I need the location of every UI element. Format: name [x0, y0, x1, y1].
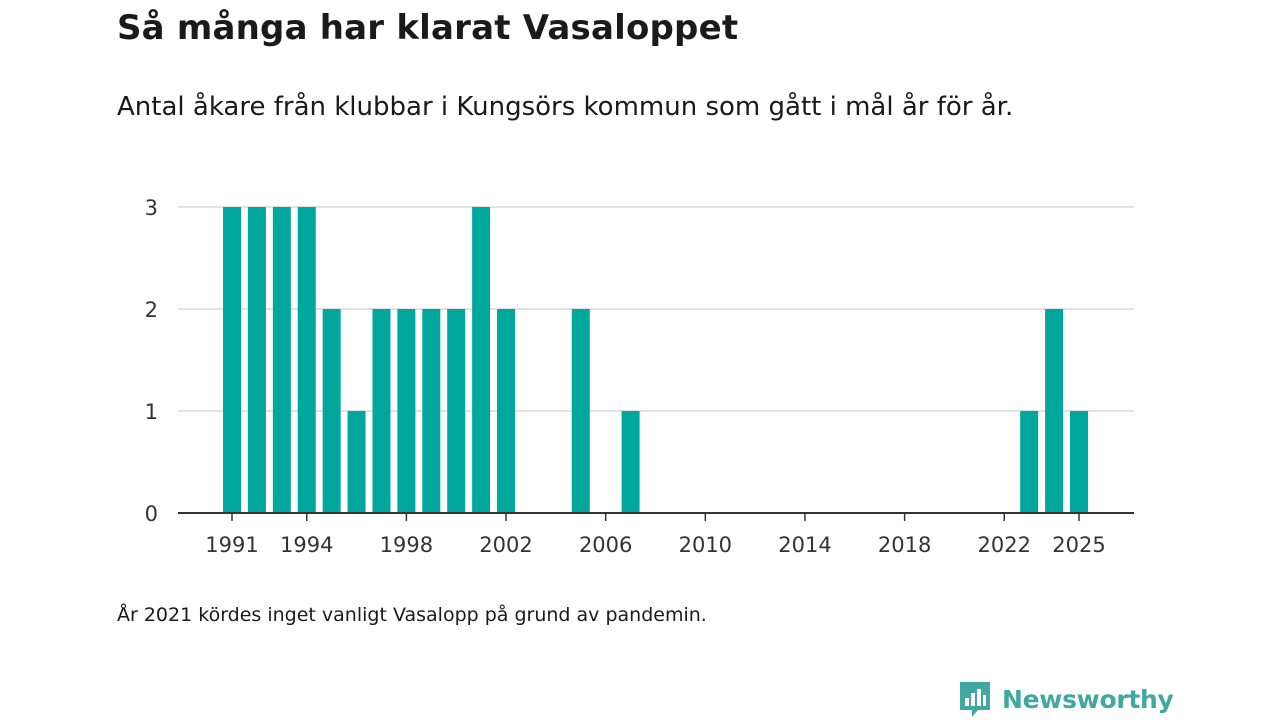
bar-1999 [422, 309, 441, 513]
x-tick-label: 2010 [679, 533, 732, 557]
y-tick-label: 3 [145, 196, 158, 220]
bar-2024 [1045, 309, 1064, 513]
bar-2000 [447, 309, 466, 513]
bar-1991 [223, 207, 241, 513]
x-tick-label: 2025 [1052, 533, 1105, 557]
brand-name: Newsworthy [1002, 684, 1174, 714]
y-tick-label: 2 [145, 298, 158, 322]
bar-1992 [247, 207, 266, 513]
bar-2007 [621, 411, 640, 513]
x-tick-label: 1994 [280, 533, 333, 557]
bar-2025 [1070, 411, 1088, 513]
bar-1994 [297, 207, 316, 513]
x-tick-label: 2022 [978, 533, 1031, 557]
bar-2005 [571, 309, 590, 513]
bar-2023 [1020, 411, 1039, 513]
footnote: År 2021 kördes inget vanligt Vasalopp på… [117, 604, 707, 626]
bar-2002 [497, 309, 516, 513]
x-tick-label: 2002 [479, 533, 532, 557]
y-tick-label: 0 [145, 502, 158, 526]
bar-1996 [347, 411, 366, 513]
bar-1995 [322, 309, 341, 513]
bar-1998 [397, 309, 416, 513]
bars [223, 207, 1088, 513]
x-tick-label: 2014 [778, 533, 831, 557]
brand-logo: Newsworthy [958, 680, 1174, 718]
bar-1997 [372, 309, 391, 513]
axes: 0 1 2 3 1991 1994 1998 2002 2006 2010 2014 2018 2022… [145, 196, 1134, 557]
x-tick-label: 1998 [380, 533, 433, 557]
bar-1993 [272, 207, 291, 513]
bar-chart: 0 1 2 3 1991 1994 1998 2002 2006 2010 2014 2018 2022… [145, 196, 1134, 557]
newsworthy-chart-logo-icon [960, 682, 990, 717]
x-tick-label: 1991 [205, 533, 258, 557]
bar-2001 [472, 207, 491, 513]
x-tick-label: 2006 [579, 533, 632, 557]
x-tick-label: 2018 [878, 533, 931, 557]
gridlines [178, 206, 1134, 412]
y-tick-label: 1 [145, 400, 158, 424]
chart-title: Så många har klarat Vasaloppet [117, 8, 739, 48]
chart-subtitle: Antal åkare från klubbar i Kungsörs komm… [117, 92, 1014, 122]
